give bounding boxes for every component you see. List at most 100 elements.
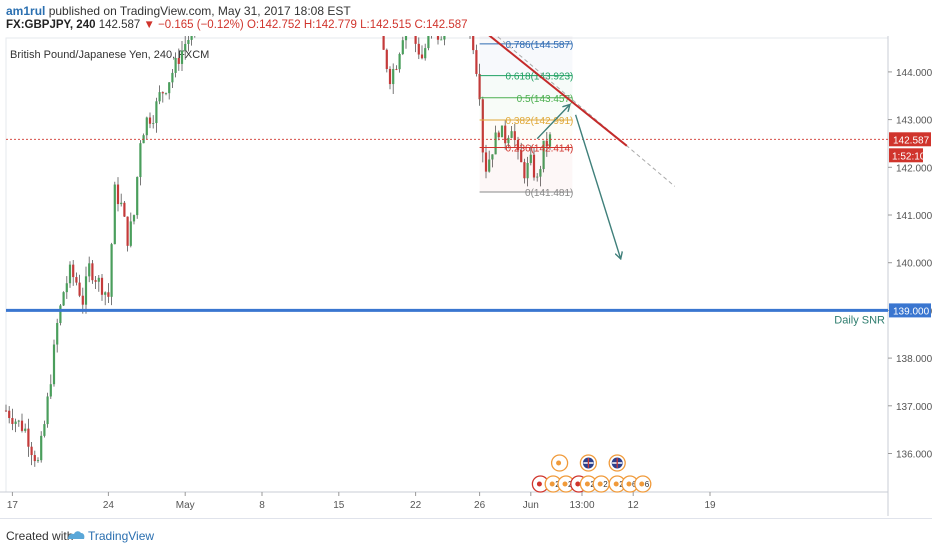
candle-body — [523, 162, 526, 179]
candle-body — [414, 36, 417, 44]
candle-body — [440, 39, 443, 41]
current-price-box — [889, 132, 931, 147]
countdown-box — [889, 148, 923, 163]
candle-body — [30, 446, 33, 456]
candle-body — [161, 92, 164, 94]
tradingview-brand[interactable]: TradingView — [88, 529, 155, 543]
last-price: 142.587 — [98, 19, 141, 31]
candle-body — [100, 277, 104, 295]
author-name[interactable]: am1rul — [6, 4, 46, 18]
level-name: Daily SNR — [834, 314, 885, 326]
x-tick-label: 24 — [103, 500, 115, 511]
x-tick-label: 8 — [259, 500, 265, 511]
event-dot-icon — [613, 481, 619, 487]
candle-body — [491, 154, 494, 160]
candle-body — [481, 99, 484, 153]
candle-body — [171, 72, 174, 83]
candle-body — [526, 162, 529, 179]
candle-body — [62, 292, 65, 306]
candle-body — [52, 344, 56, 385]
publish-line: am1rul published on TradingView.com, May… — [6, 4, 351, 18]
candle-body — [132, 215, 136, 222]
candle-body — [475, 50, 478, 74]
candle-body — [184, 43, 187, 51]
level-price-box — [889, 303, 931, 318]
economic-event-marker — [550, 454, 569, 472]
candle-body — [145, 117, 148, 136]
candle-body — [91, 263, 94, 281]
candle-body — [187, 39, 190, 44]
x-tick-label: 19 — [704, 500, 716, 511]
candle-body — [4, 410, 8, 412]
candle-body — [8, 410, 11, 419]
trendline — [488, 36, 628, 147]
candle-body — [81, 295, 84, 305]
x-tick-label: May — [176, 500, 195, 511]
fib-level-label: 0.618(143.923) — [506, 72, 574, 83]
y-tick-label: 144.000 — [896, 68, 932, 79]
fib-zone — [479, 36, 573, 44]
event-dot-icon — [626, 481, 632, 487]
countdown-label: 1:52:10 — [892, 151, 926, 162]
candle-body — [113, 184, 116, 245]
candle-body — [532, 154, 536, 178]
fib-level-label: 0.5(143.457) — [517, 94, 574, 105]
candle-body — [427, 36, 430, 49]
y-tick-label: 143.000 — [896, 116, 932, 127]
candle-body — [136, 177, 139, 216]
candle-body — [472, 36, 475, 51]
event-dot-icon — [556, 460, 562, 466]
candle-body — [139, 143, 142, 178]
event-dot-icon — [536, 481, 542, 487]
x-tick-label: 22 — [410, 500, 422, 511]
event-dot-icon — [597, 481, 603, 487]
candle-body — [388, 68, 392, 85]
ohlc-values: O:142.752 H:142.779 L:142.515 C:142.587 — [246, 19, 468, 31]
candle-body — [164, 93, 168, 94]
candle-body — [36, 460, 40, 462]
price-chart[interactable]: British Pound/Japanese Yen, 240, FXCM 136… — [0, 36, 932, 516]
price-change: −0.165 (−0.12%) — [158, 19, 244, 31]
x-tick-label: 17 — [7, 500, 19, 511]
candle-body — [110, 244, 113, 297]
candle-body — [158, 92, 161, 102]
candle-body — [148, 117, 152, 124]
y-tick-label: 137.000 — [896, 402, 932, 413]
candle-body — [14, 421, 17, 424]
chart-title: British Pound/Japanese Yen, 240, FXCM — [10, 49, 209, 61]
fib-level-label: 0.382(142.991) — [506, 116, 574, 127]
candle-body — [49, 384, 52, 397]
published-text: published on TradingView.com, May 31, 20… — [48, 4, 351, 18]
candle-body — [417, 43, 420, 55]
candle-body — [75, 277, 78, 283]
fib-level-label: 0(141.481) — [525, 188, 573, 199]
candle-body — [11, 418, 14, 424]
footer-bar: Created with TradingView — [0, 518, 932, 551]
candle-body — [529, 154, 532, 163]
candle-body — [88, 263, 91, 277]
chart-area[interactable]: British Pound/Japanese Yen, 240, FXCM 136… — [0, 36, 932, 516]
fib-zone — [479, 75, 573, 98]
dashed-projection-line — [496, 36, 676, 187]
created-with-text: Created with — [6, 529, 74, 543]
x-tick-label: Jun — [523, 500, 539, 511]
event-dot-icon — [639, 481, 645, 487]
x-tick-label: 12 — [628, 500, 640, 511]
candle-body — [513, 131, 516, 141]
candle-body — [33, 455, 36, 462]
fib-zone — [479, 147, 573, 193]
candle-body — [43, 424, 46, 436]
candle-body — [494, 132, 497, 155]
candle-body — [107, 292, 110, 297]
candle-body — [443, 36, 446, 40]
down-arrow-icon: ▼ — [143, 19, 155, 31]
event-dot-icon — [549, 481, 555, 487]
candle-body — [174, 57, 177, 73]
candle-body — [24, 428, 27, 431]
candles — [4, 36, 552, 467]
candle-body — [484, 152, 488, 172]
candle-body — [78, 282, 81, 296]
candle-body — [420, 54, 424, 59]
candle-body — [46, 396, 49, 425]
fib-level-label: 0.786(144.587) — [506, 40, 574, 51]
